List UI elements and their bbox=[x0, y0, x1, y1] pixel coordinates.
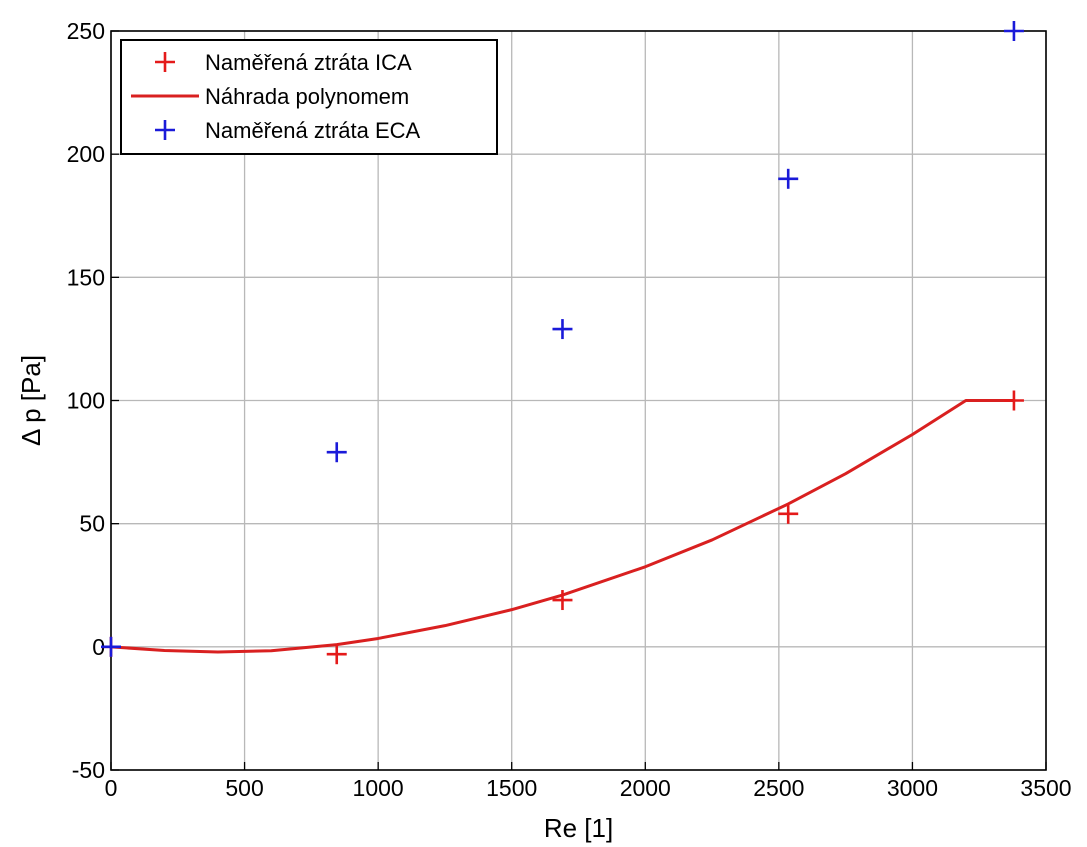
legend: Naměřená ztráta ICA Náhrada polynomem Namě… bbox=[120, 39, 498, 155]
legend-label: Naměřená ztráta ECA bbox=[205, 118, 421, 143]
series-0-point bbox=[326, 644, 347, 665]
legend-swatch bbox=[155, 52, 175, 72]
series-2-point bbox=[552, 319, 573, 340]
y-axis: -50 0 50 100 150 200 250 bbox=[67, 18, 119, 783]
series-line-polynomial-fit bbox=[110, 399, 1014, 654]
y-tick-label: 100 bbox=[67, 388, 105, 414]
plot-series bbox=[101, 21, 1024, 665]
y-tick-label: -50 bbox=[72, 757, 105, 783]
y-tick-label: 250 bbox=[67, 18, 105, 44]
y-tick-label: 0 bbox=[92, 634, 105, 660]
x-tick-label: 2000 bbox=[620, 775, 671, 801]
legend-item: Naměřená ztráta ECA bbox=[155, 118, 421, 143]
series-0-point bbox=[1003, 390, 1024, 411]
legend-label: Náhrada polynomem bbox=[205, 84, 409, 109]
series-2-point bbox=[326, 442, 347, 463]
series-2-point bbox=[778, 168, 799, 189]
x-axis: 0 500 1000 1500 2000 2500 3000 3500 bbox=[105, 762, 1072, 801]
x-tick-label: 3000 bbox=[887, 775, 938, 801]
series-2-point bbox=[101, 636, 121, 657]
y-tick-label: 50 bbox=[79, 511, 105, 537]
legend-item: Naměřená ztráta ICA bbox=[155, 50, 412, 75]
series-2-point bbox=[1003, 21, 1024, 41]
y-tick-label: 200 bbox=[67, 141, 105, 167]
x-tick-label: 3500 bbox=[1020, 775, 1071, 801]
x-tick-label: 2500 bbox=[753, 775, 804, 801]
legend-label: Naměřená ztráta ICA bbox=[205, 50, 412, 75]
legend-swatch bbox=[155, 120, 175, 140]
legend-item: Náhrada polynomem bbox=[131, 84, 409, 109]
y-axis-label: Δ p [Pa] bbox=[16, 355, 46, 446]
x-axis-label: Re [1] bbox=[544, 813, 613, 843]
y-tick-label: 150 bbox=[67, 264, 105, 290]
x-tick-label: 500 bbox=[225, 775, 263, 801]
series-0-point bbox=[778, 503, 799, 524]
series-0-point bbox=[552, 590, 573, 611]
x-tick-label: 1500 bbox=[486, 775, 537, 801]
x-tick-label: 1000 bbox=[353, 775, 404, 801]
x-tick-label: 0 bbox=[105, 775, 118, 801]
